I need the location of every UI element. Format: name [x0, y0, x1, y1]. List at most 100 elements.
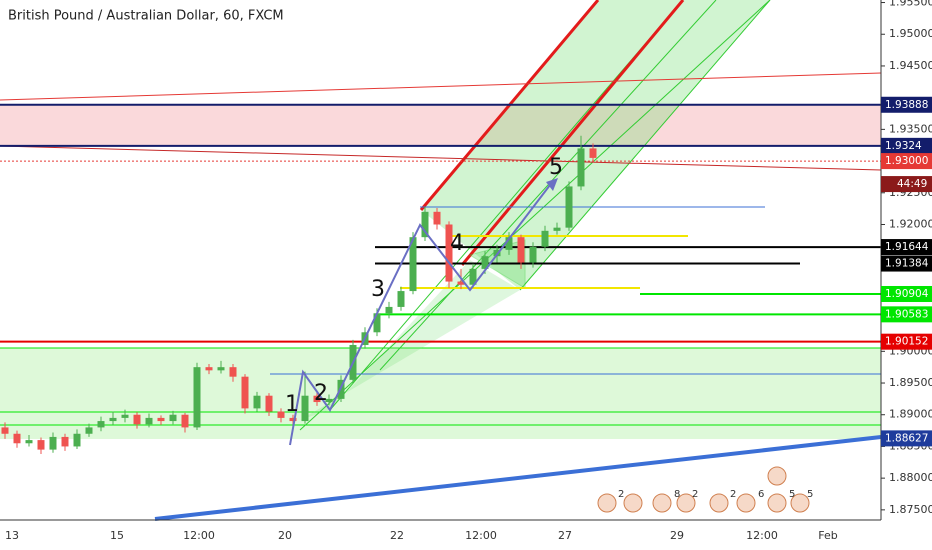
candle-body — [229, 367, 237, 377]
candle-body — [313, 395, 321, 403]
candle-body — [277, 411, 285, 418]
x-tick-label: 27 — [558, 529, 572, 542]
candle-body — [445, 224, 453, 282]
wave-path — [289, 184, 551, 446]
candle-body — [193, 367, 201, 428]
event-count: 2 — [692, 489, 698, 500]
price-badge-label: 1.91644 — [885, 241, 929, 253]
price-badge-label: 1.90583 — [885, 308, 928, 320]
event-icon — [676, 493, 696, 513]
candle-body — [73, 433, 81, 447]
y-tick-label: 1.89500 — [889, 376, 932, 389]
event-icon — [623, 493, 643, 513]
candle-body — [325, 398, 333, 403]
price-badge — [881, 333, 932, 350]
candle-body — [397, 291, 405, 307]
candle-body — [145, 417, 153, 425]
y-tick-label: 1.87500 — [889, 503, 932, 516]
resistance-zone — [0, 104, 881, 146]
candle-body — [205, 367, 213, 371]
event-count: 2 — [618, 489, 624, 500]
candle-body — [25, 440, 33, 444]
candle-body — [481, 256, 489, 269]
wave-arrow — [546, 178, 558, 191]
y-tick-label: 1.92000 — [889, 217, 932, 230]
candle-body — [373, 313, 381, 333]
y-tick-label: 1.89000 — [889, 408, 932, 421]
event-icon — [767, 493, 787, 513]
x-tick-label: 22 — [390, 529, 404, 542]
event-icon — [767, 466, 787, 486]
trend-line — [0, 72, 882, 101]
trend-line — [0, 145, 882, 171]
price-badge — [881, 430, 932, 447]
candle-body — [49, 436, 57, 450]
event-icon — [790, 493, 810, 513]
candle-body — [541, 230, 549, 247]
candle-body — [421, 211, 429, 238]
pitchfork-red — [460, 0, 685, 266]
candle-body — [85, 427, 93, 434]
price-badge-label: 1.9324 — [885, 140, 922, 152]
x-tick-label: 12:00 — [183, 529, 215, 542]
candle-body — [13, 433, 21, 444]
event-count: 6 — [758, 489, 764, 500]
y-tick-label: 1.93500 — [889, 122, 932, 135]
candle-body — [589, 148, 597, 158]
wave-label: 2 — [314, 381, 328, 406]
candle-body — [241, 376, 249, 409]
candle-body — [1, 427, 9, 434]
price-badge — [881, 255, 932, 272]
event-icon — [652, 493, 672, 513]
pitchfork-line — [379, 0, 717, 371]
countdown-badge — [881, 176, 932, 193]
price-badge — [881, 137, 932, 154]
price-badge-label: 1.90904 — [885, 288, 929, 300]
countdown: 44:49 — [897, 178, 927, 190]
candle-body — [529, 246, 537, 263]
price-badge-label: 1.93888 — [885, 99, 928, 111]
x-tick-label: 12:00 — [465, 529, 497, 542]
x-tick-label: 13 — [5, 529, 19, 542]
candle-body — [505, 237, 513, 250]
candle-body — [457, 281, 465, 285]
event-count: 8 — [674, 489, 680, 500]
price-badge — [881, 153, 932, 170]
price-badge — [881, 285, 932, 302]
wave-label: 5 — [549, 155, 563, 180]
y-tick-label: 1.95000 — [889, 27, 932, 40]
candle-body — [217, 367, 225, 371]
pitchfork-fill — [300, 260, 520, 420]
candle-body — [469, 268, 477, 285]
pitchfork-line — [299, 0, 771, 431]
price-badge — [881, 96, 932, 113]
event-icon — [736, 493, 756, 513]
candle-body — [181, 414, 189, 428]
candle-body — [265, 395, 273, 412]
event-count: 5 — [807, 489, 813, 500]
price-badge-label: 1.93000 — [885, 155, 928, 167]
x-tick-label: 29 — [670, 529, 684, 542]
candle-body — [133, 414, 141, 425]
candle-body — [385, 306, 393, 314]
x-tick-label: 15 — [110, 529, 124, 542]
candle-body — [289, 417, 297, 422]
candle-body — [517, 237, 525, 263]
candle-body — [157, 417, 165, 422]
event-icon — [597, 493, 617, 513]
candle-body — [121, 414, 129, 418]
wave-label: 3 — [371, 277, 385, 302]
wave-label: 1 — [285, 392, 299, 417]
x-tick-label: Feb — [818, 529, 837, 542]
candle-body — [97, 421, 105, 428]
price-badge-label: 1.90152 — [885, 336, 928, 348]
price-badge-label: 1.88627 — [885, 432, 928, 444]
wave-label: 4 — [450, 231, 464, 256]
price-badge-label: 1.91384 — [885, 258, 929, 270]
candle-body — [577, 148, 585, 187]
x-tick-label: 12:00 — [746, 529, 778, 542]
chart-title: British Pound / Australian Dollar, 60, F… — [8, 9, 284, 24]
event-icon — [709, 493, 729, 513]
event-count: 2 — [730, 489, 736, 500]
